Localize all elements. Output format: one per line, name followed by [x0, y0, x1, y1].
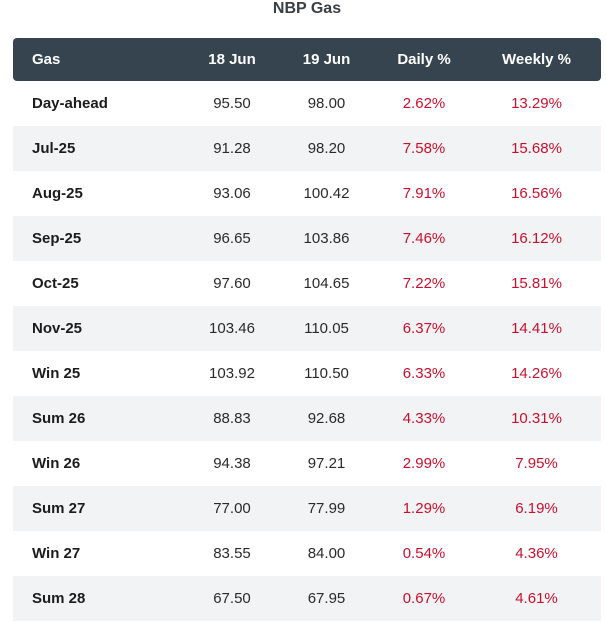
- cell-weekly-change: 14.41%: [472, 306, 601, 351]
- gas-price-table-container: Gas 18 Jun 19 Jun Daily % Weekly % Day-a…: [13, 38, 601, 621]
- header-gas: Gas: [32, 51, 61, 68]
- cell-weekly-change: 14.26%: [511, 365, 562, 382]
- cell-daily-change: 7.22%: [402, 275, 446, 292]
- cell-contract: Aug-25: [32, 185, 83, 202]
- cell-price-19-jun: 110.05: [277, 306, 376, 351]
- table-row: Oct-25 97.60 104.65 7.22% 15.81%: [13, 261, 601, 306]
- cell-price-19-jun: 67.95: [277, 576, 376, 621]
- gas-price-table: Gas 18 Jun 19 Jun Daily % Weekly % Day-a…: [13, 38, 601, 621]
- table-row: Day-ahead 95.50 98.00 2.62% 13.29%: [13, 81, 601, 126]
- cell-price-18-jun: 83.55: [213, 545, 251, 562]
- cell-daily-change: 2.99%: [402, 455, 446, 472]
- table-row: Win 27 83.55 84.00 0.54% 4.36%: [13, 531, 601, 576]
- cell-contract: Day-ahead: [32, 95, 108, 112]
- cell-daily-change: 6.37%: [376, 306, 472, 351]
- header-weekly-pct: Weekly %: [502, 51, 571, 68]
- cell-price-18-jun: 96.65: [187, 216, 277, 261]
- cell-price-18-jun: 77.00: [187, 486, 277, 531]
- table-row: Sum 27 77.00 77.99 1.29% 6.19%: [13, 486, 601, 531]
- cell-weekly-change: 15.68%: [472, 126, 601, 171]
- table-row: Jul-25 91.28 98.20 7.58% 15.68%: [13, 126, 601, 171]
- table-row: Aug-25 93.06 100.42 7.91% 16.56%: [13, 171, 601, 216]
- cell-daily-change: 7.91%: [402, 185, 446, 202]
- cell-price-19-jun: 103.86: [277, 216, 376, 261]
- cell-contract: Nov-25: [13, 306, 187, 351]
- cell-price-19-jun: 110.50: [304, 365, 349, 382]
- cell-price-19-jun: 97.21: [307, 455, 346, 472]
- header-daily-pct: Daily %: [397, 51, 451, 68]
- header-row: Gas 18 Jun 19 Jun Daily % Weekly %: [13, 38, 601, 81]
- cell-price-18-jun: 97.60: [213, 275, 251, 292]
- cell-contract: Win 27: [32, 545, 81, 562]
- cell-weekly-change: 4.61%: [472, 576, 601, 621]
- cell-price-19-jun: 98.20: [277, 126, 376, 171]
- header-19-jun: 19 Jun: [302, 51, 351, 68]
- cell-weekly-change: 10.31%: [472, 396, 601, 441]
- cell-contract: Sum 26: [13, 396, 187, 441]
- table-title: NBP Gas: [272, 0, 342, 17]
- cell-contract: Win 26: [32, 455, 81, 472]
- cell-contract: Jul-25: [13, 126, 187, 171]
- cell-price-19-jun: 92.68: [277, 396, 376, 441]
- cell-daily-change: 0.54%: [402, 545, 446, 562]
- cell-price-18-jun: 103.46: [187, 306, 277, 351]
- cell-price-18-jun: 91.28: [187, 126, 277, 171]
- table-row: Sum 28 67.50 67.95 0.67% 4.61%: [13, 576, 601, 621]
- cell-weekly-change: 4.36%: [515, 545, 558, 562]
- cell-contract: Sum 27: [13, 486, 187, 531]
- cell-weekly-change: 15.81%: [511, 275, 562, 292]
- cell-daily-change: 4.33%: [376, 396, 472, 441]
- cell-weekly-change: 16.12%: [472, 216, 601, 261]
- cell-price-19-jun: 84.00: [307, 545, 346, 562]
- cell-price-18-jun: 95.50: [213, 95, 251, 112]
- cell-price-18-jun: 94.38: [213, 455, 251, 472]
- cell-daily-change: 1.29%: [376, 486, 472, 531]
- cell-price-19-jun: 77.99: [277, 486, 376, 531]
- cell-weekly-change: 7.95%: [515, 455, 558, 472]
- table-body: Day-ahead 95.50 98.00 2.62% 13.29% Jul-25 91.2…: [13, 81, 601, 621]
- cell-contract: Sep-25: [13, 216, 187, 261]
- table-row: Win 25 103.92 110.50 6.33% 14.26%: [13, 351, 601, 396]
- cell-price-19-jun: 104.65: [303, 275, 350, 292]
- table-row: Sum 26 88.83 92.68 4.33% 10.31%: [13, 396, 601, 441]
- table-row: Sep-25 96.65 103.86 7.46% 16.12%: [13, 216, 601, 261]
- header-18-jun: 18 Jun: [208, 51, 256, 68]
- cell-price-18-jun: 103.92: [209, 365, 255, 382]
- cell-price-18-jun: 67.50: [187, 576, 277, 621]
- cell-price-18-jun: 93.06: [213, 185, 251, 202]
- cell-weekly-change: 13.29%: [511, 95, 562, 112]
- cell-price-18-jun: 88.83: [187, 396, 277, 441]
- cell-daily-change: 0.67%: [376, 576, 472, 621]
- cell-price-19-jun: 100.42: [303, 185, 350, 202]
- cell-daily-change: 7.46%: [376, 216, 472, 261]
- table-row: Win 26 94.38 97.21 2.99% 7.95%: [13, 441, 601, 486]
- cell-daily-change: 7.58%: [376, 126, 472, 171]
- cell-weekly-change: 16.56%: [511, 185, 562, 202]
- cell-weekly-change: 6.19%: [472, 486, 601, 531]
- table-header: Gas 18 Jun 19 Jun Daily % Weekly %: [13, 38, 601, 81]
- cell-daily-change: 2.62%: [402, 95, 446, 112]
- cell-contract: Win 25: [32, 365, 81, 382]
- table-row: Nov-25 103.46 110.05 6.37% 14.41%: [13, 306, 601, 351]
- cell-daily-change: 6.33%: [402, 365, 446, 382]
- cell-contract: Sum 28: [13, 576, 187, 621]
- cell-contract: Oct-25: [32, 275, 79, 292]
- cell-price-19-jun: 98.00: [307, 95, 346, 112]
